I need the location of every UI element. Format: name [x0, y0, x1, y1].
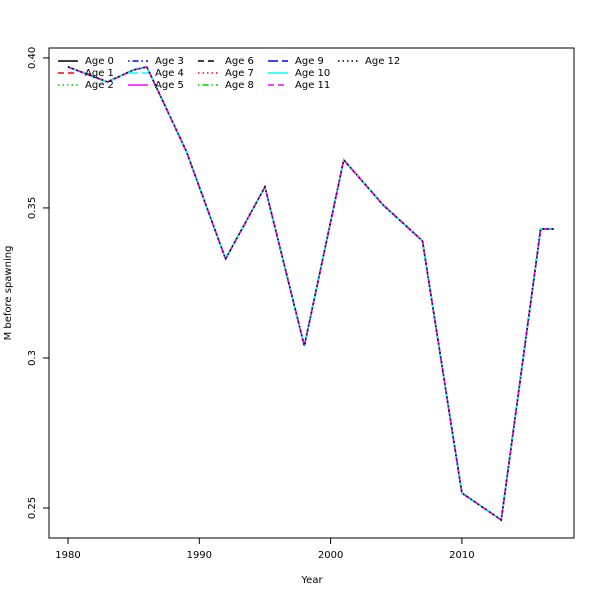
y-tick-label: 0.40: [27, 47, 38, 69]
legend-label: Age 6: [225, 56, 254, 67]
series-line: [67, 66, 554, 522]
legend-label: Age 2: [85, 80, 114, 91]
series-line: [67, 66, 554, 522]
y-tick-label: 0.3: [27, 350, 38, 366]
series-line: [67, 66, 554, 522]
x-tick-label: 2010: [449, 550, 474, 561]
y-axis-label: M before spawning: [3, 246, 14, 341]
y-tick-label: 0.25: [27, 497, 38, 519]
x-tick-label: 2000: [318, 550, 343, 561]
series-line: [67, 66, 554, 522]
legend-label: Age 0: [85, 56, 114, 67]
plot-frame: [48, 47, 575, 539]
legend-label: Age 8: [225, 80, 254, 91]
legend-label: Age 1: [85, 68, 114, 79]
legend-label: Age 7: [225, 68, 254, 79]
series-line: [67, 66, 554, 522]
series-line: [67, 66, 554, 522]
series-line: [67, 66, 554, 522]
series-line: [67, 66, 554, 522]
legend-label: Age 9: [295, 56, 324, 67]
series-line: [67, 66, 554, 522]
legend-label: Age 3: [155, 56, 184, 67]
x-axis-label: Year: [300, 575, 323, 586]
y-tick-label: 0.35: [27, 197, 38, 219]
legend-label: Age 5: [155, 80, 184, 91]
legend-label: Age 12: [365, 56, 400, 67]
series-line: [67, 66, 554, 522]
series-line: [67, 66, 554, 522]
x-tick-label: 1980: [55, 550, 80, 561]
legend-label: Age 4: [155, 68, 184, 79]
legend-label: Age 11: [295, 80, 330, 91]
series-line: [67, 66, 554, 522]
legend-label: Age 10: [295, 68, 330, 79]
series-line: [67, 66, 554, 522]
x-tick-label: 1990: [187, 550, 212, 561]
